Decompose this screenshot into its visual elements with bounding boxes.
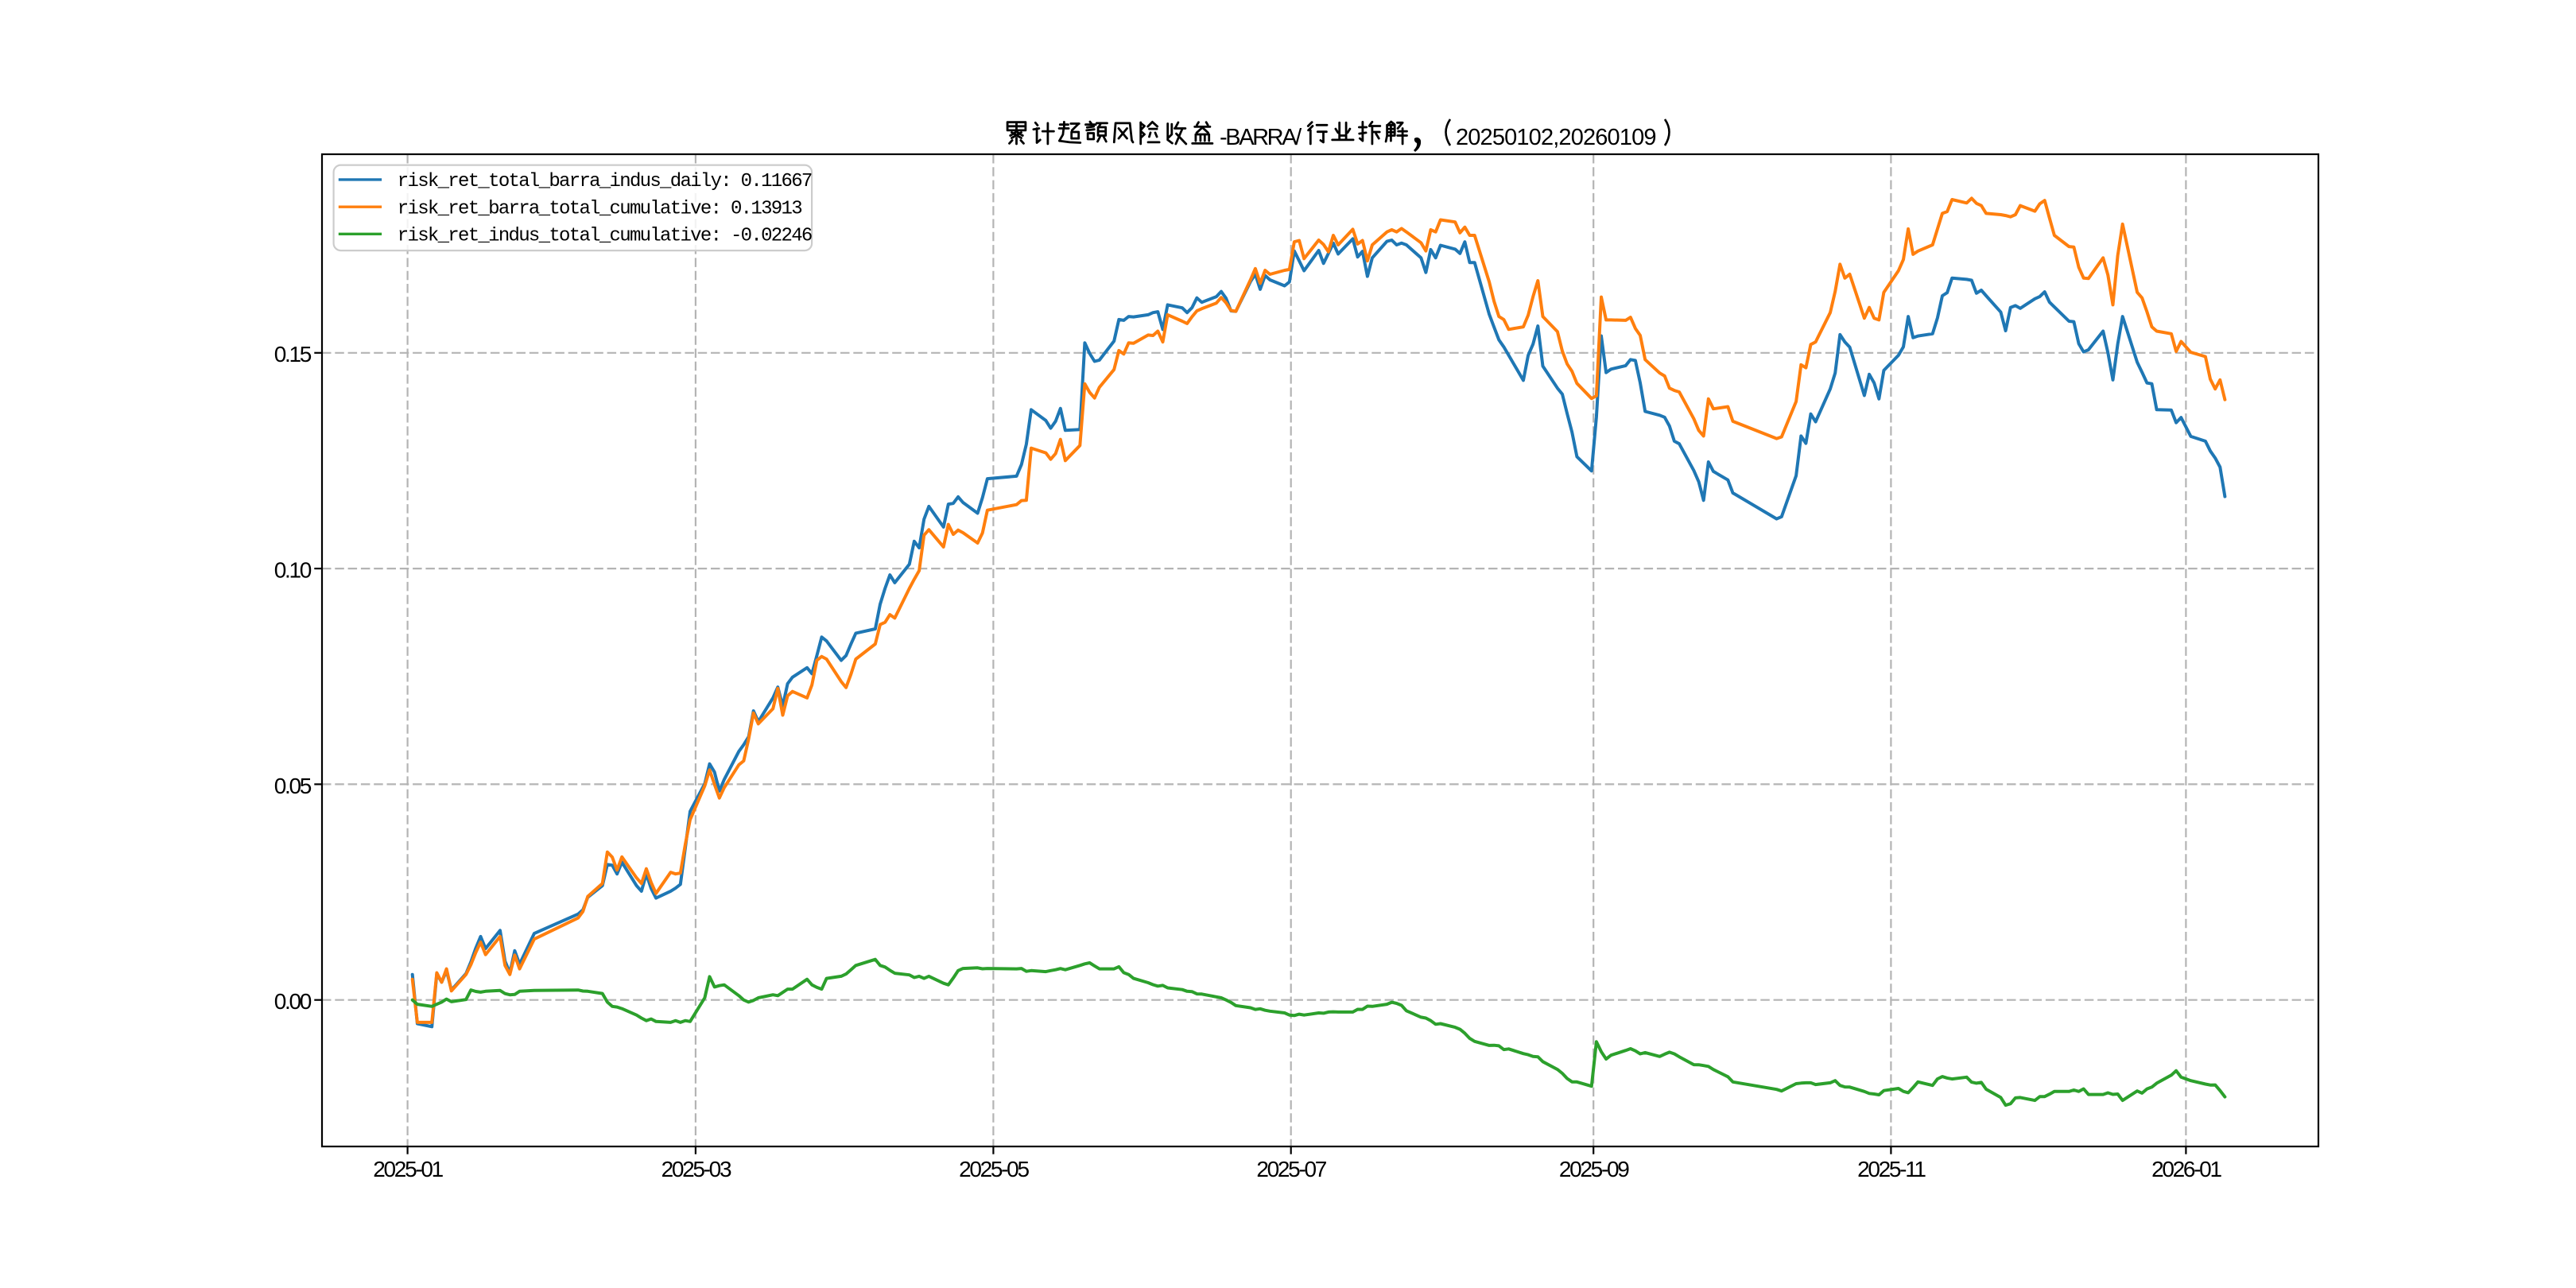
- svg-text:2025-11: 2025-11: [1857, 1157, 1926, 1181]
- svg-text:0.00: 0.00: [274, 989, 312, 1014]
- svg-text:risk_ret_total_barra_indus_dai: risk_ret_total_barra_indus_daily: 0.1166…: [398, 171, 812, 192]
- svg-text:-BARRA/: -BARRA/: [1220, 125, 1302, 150]
- svg-text:2026-01: 2026-01: [2151, 1157, 2221, 1181]
- svg-text:2025-07: 2025-07: [1256, 1157, 1326, 1181]
- svg-text:20250102,20260109: 20250102,20260109: [1456, 125, 1656, 150]
- svg-text:2025-03: 2025-03: [661, 1157, 731, 1181]
- svg-text:risk_ret_indus_total_cumulativ: risk_ret_indus_total_cumulative: -0.0224…: [398, 226, 812, 247]
- svg-text:risk_ret_barra_total_cumulativ: risk_ret_barra_total_cumulative: 0.13913: [398, 198, 801, 219]
- svg-text:0.05: 0.05: [274, 774, 312, 798]
- svg-text:2025-01: 2025-01: [373, 1157, 443, 1181]
- svg-text:2025-09: 2025-09: [1559, 1157, 1629, 1181]
- svg-text:0.15: 0.15: [274, 342, 312, 367]
- svg-text:2025-05: 2025-05: [959, 1157, 1029, 1181]
- svg-text:0.10: 0.10: [274, 558, 312, 583]
